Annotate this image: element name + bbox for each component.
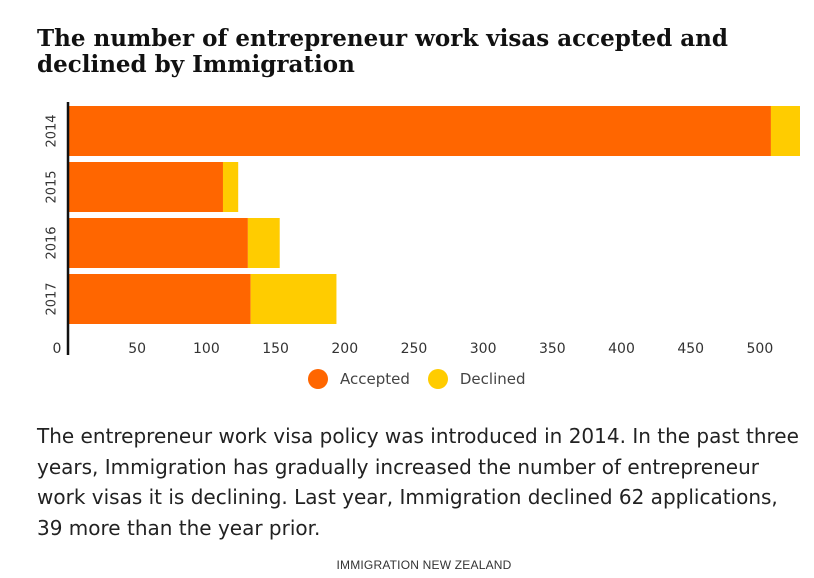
y-tick-label-2016: 2016 [45,226,60,259]
chart-legend: Accepted Declined [308,369,544,389]
legend-label-accepted: Accepted [340,370,410,388]
legend-swatch-accepted [308,369,328,389]
bar-accepted-2017 [68,274,251,324]
x-tick-label-500: 500 [747,341,774,357]
bar-declined-2017 [250,274,337,324]
bar-accepted-2015 [68,162,223,212]
bar-declined-2014 [770,106,800,156]
y-tick-label-2014: 2014 [45,114,60,147]
x-tick-label-300: 300 [470,341,497,357]
x-tick-label-250: 250 [401,341,428,357]
chart-description: The entrepreneur work visa policy was in… [37,424,799,540]
legend-item-accepted[interactable]: Accepted [308,369,410,389]
chart-title: The number of entrepreneur work visas ac… [37,25,728,78]
x-tick-label-350: 350 [539,341,566,357]
source-credit: IMMIGRATION NEW ZEALAND [336,558,512,572]
bar-declined-2016 [247,218,280,268]
bar-accepted-2016 [68,218,248,268]
legend-label-declined: Declined [459,370,526,388]
x-tick-label-200: 200 [331,341,358,357]
bar-declined-2015 [222,162,239,212]
x-tick-label-50: 50 [128,341,146,357]
legend-item-declined[interactable]: Declined [427,369,526,389]
x-tick-label-400: 400 [608,341,635,357]
bar-accepted-2014 [68,106,771,156]
x-tick-label-150: 150 [262,341,289,357]
x-tick-label-450: 450 [677,341,704,357]
legend-swatch-declined [427,369,448,389]
stacked-bar-chart: 2014 2015 2016 2017 0 50 100 150 200 250 300 350 400… [45,102,800,357]
y-tick-label-2015: 2015 [45,170,60,203]
x-tick-label-0: 0 [53,341,62,357]
y-tick-label-2017: 2017 [45,282,60,315]
x-tick-label-100: 100 [193,341,220,357]
